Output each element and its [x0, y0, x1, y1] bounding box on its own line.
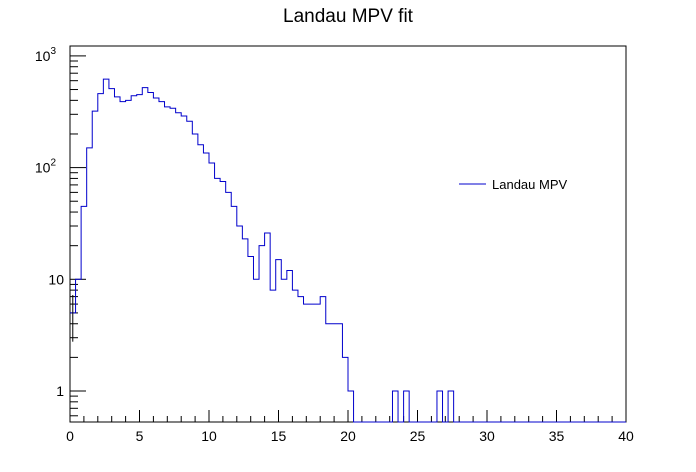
- legend-label: Landau MPV: [492, 177, 567, 192]
- y-tick-label: 1: [56, 383, 64, 399]
- y-tick-label: 102: [35, 158, 57, 176]
- x-tick-label: 40: [618, 428, 634, 444]
- y-tick-label: 103: [35, 46, 57, 64]
- x-tick-label: 35: [549, 428, 565, 444]
- y-tick-label: 10: [48, 271, 64, 287]
- x-tick-label: 15: [271, 428, 287, 444]
- x-tick-label: 0: [66, 428, 74, 444]
- x-tick-label: 20: [340, 428, 356, 444]
- chart-title: Landau MPV fit: [283, 6, 413, 27]
- x-tick-label: 25: [410, 428, 426, 444]
- x-tick-label: 10: [201, 428, 217, 444]
- x-tick-label: 30: [479, 428, 495, 444]
- histogram-series-line: [70, 78, 626, 423]
- x-tick-label: 5: [136, 428, 144, 444]
